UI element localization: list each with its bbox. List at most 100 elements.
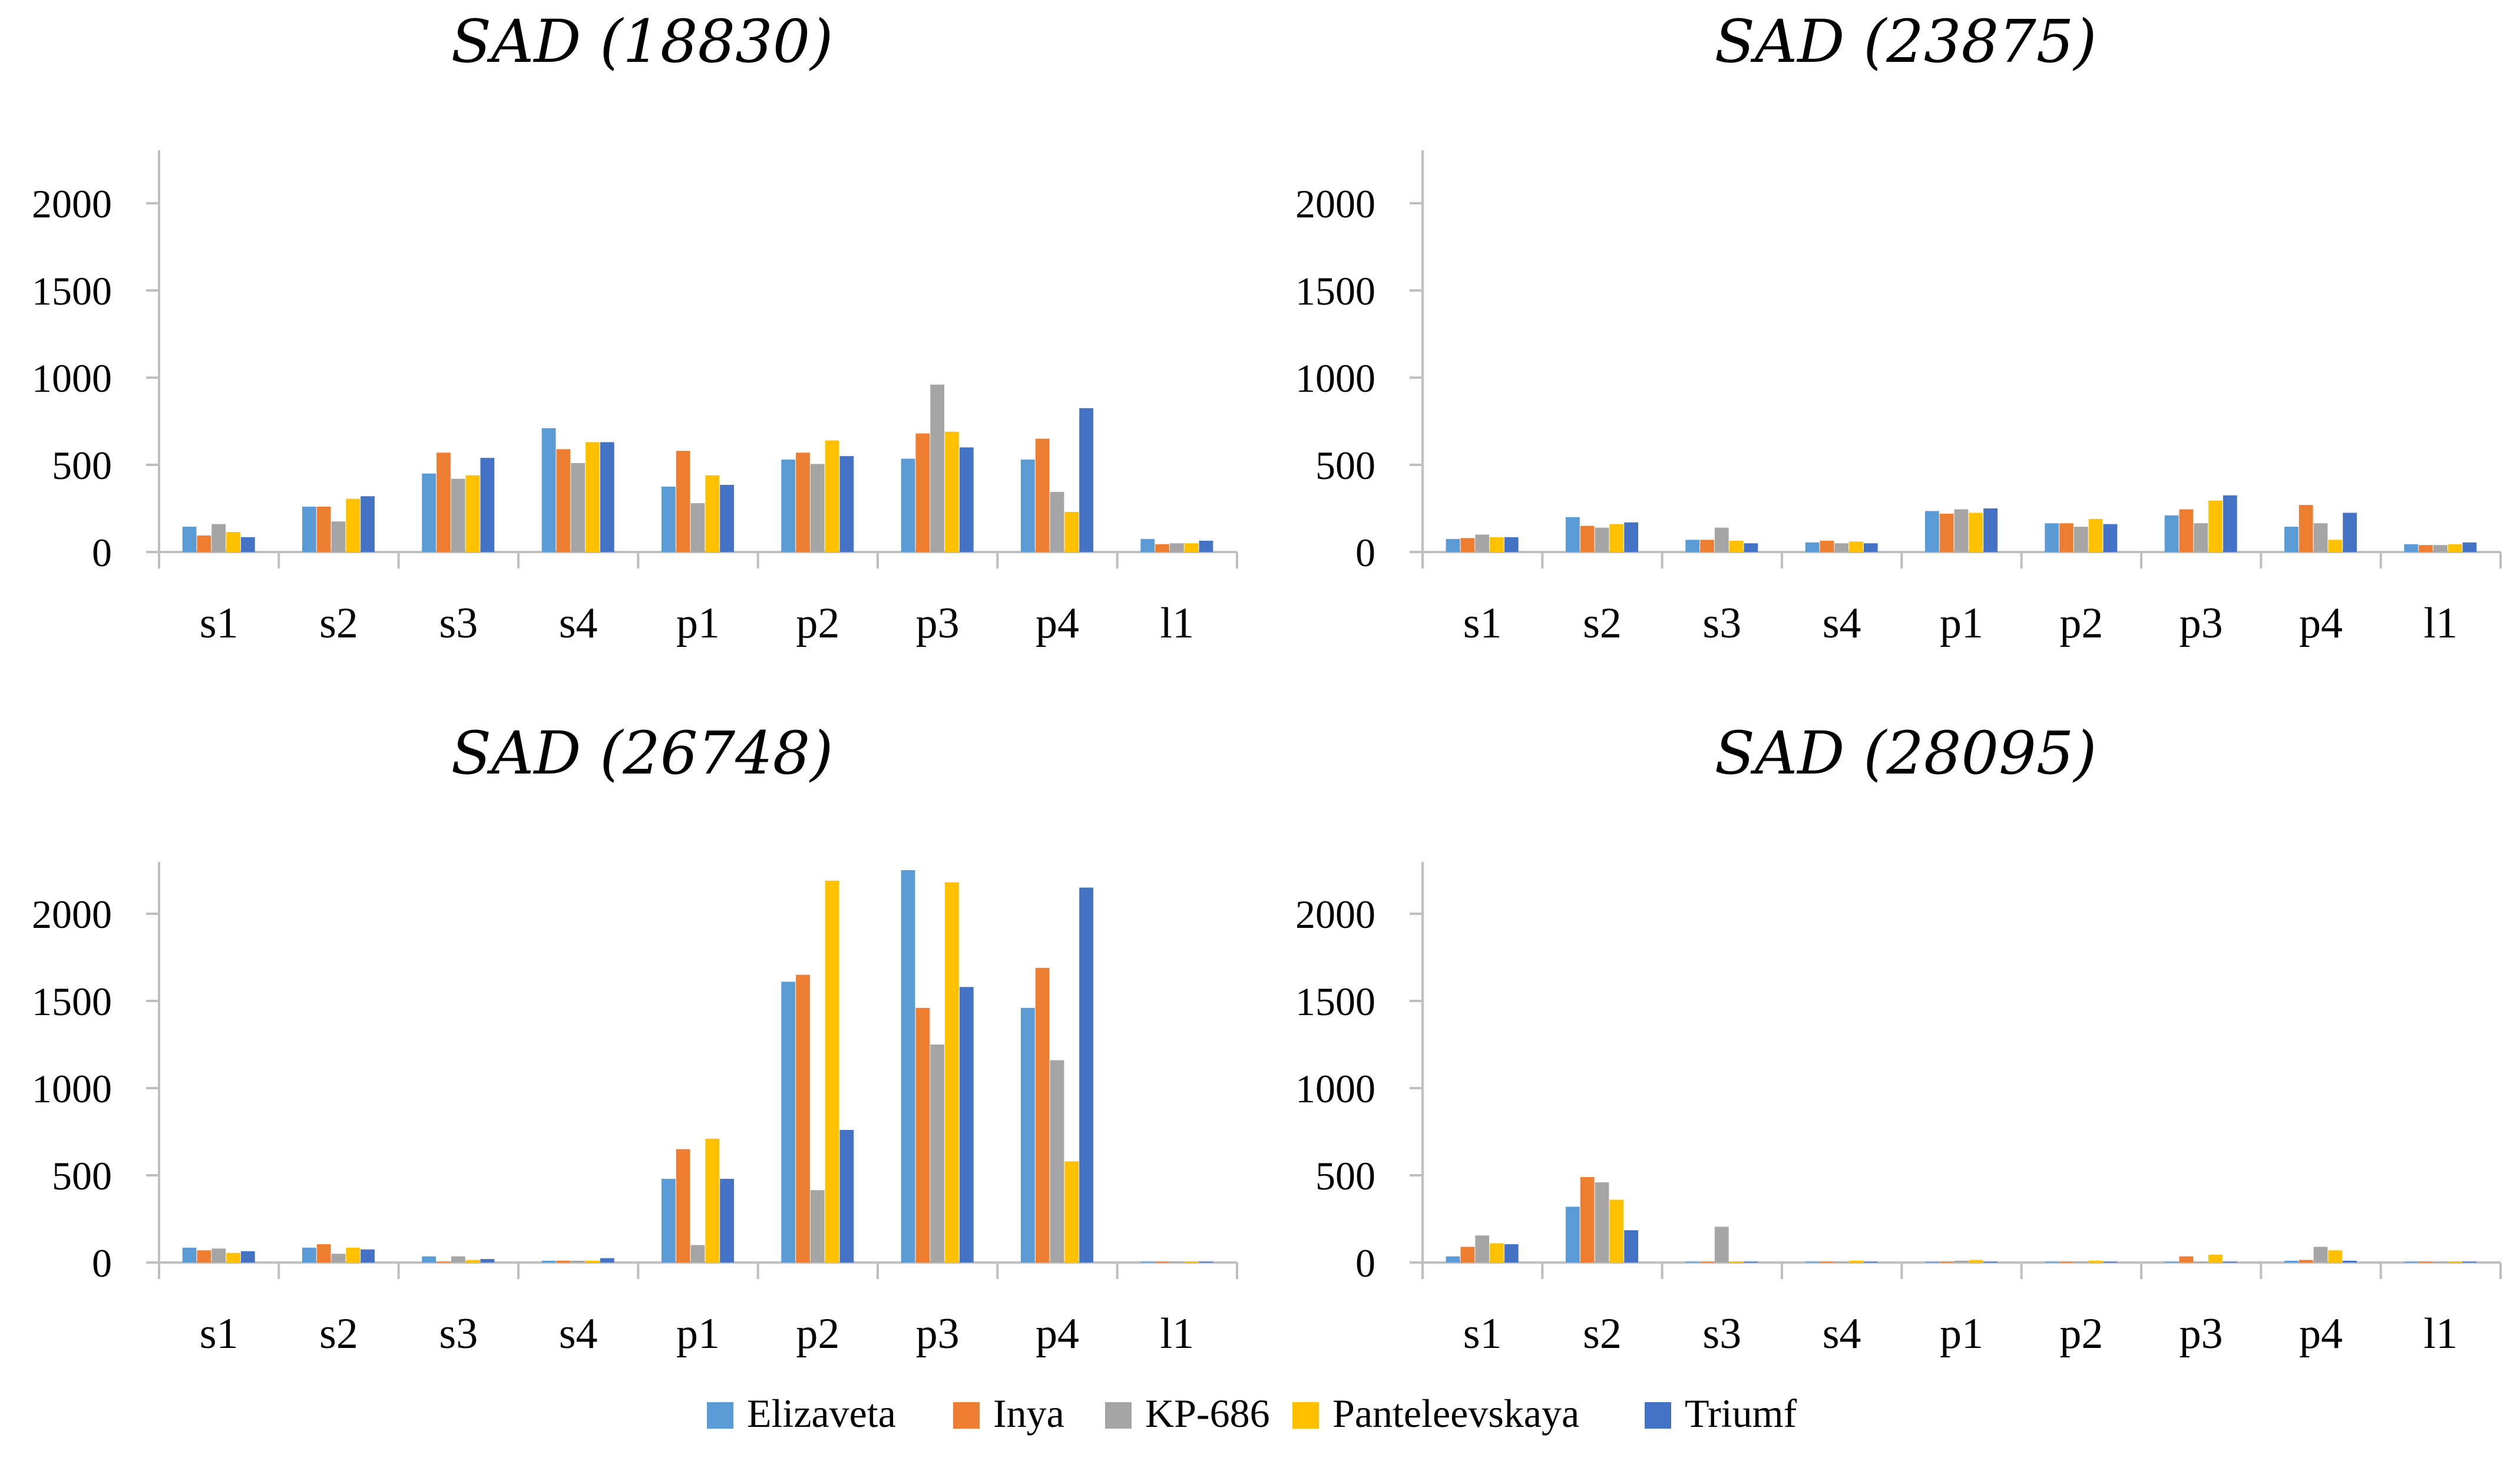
bar: [451, 478, 465, 552]
chart-title: SAD (26748): [451, 719, 834, 788]
bar: [451, 1256, 465, 1263]
bar: [2103, 524, 2118, 552]
y-tick-label: 500: [52, 443, 112, 488]
bar: [480, 1259, 495, 1263]
bar: [1580, 1177, 1595, 1263]
bar: [1939, 1261, 1954, 1263]
bar: [2462, 1261, 2477, 1263]
bar: [1566, 1207, 1580, 1263]
y-tick-label: 1000: [1295, 356, 1375, 401]
bar: [1714, 527, 1729, 552]
x-tick-label: p3: [2180, 599, 2223, 647]
bar: [316, 1244, 331, 1263]
bar: [2223, 495, 2237, 552]
x-tick-label: p4: [2299, 599, 2343, 647]
bar: [1609, 1199, 1624, 1263]
bar: [1079, 408, 1093, 552]
bar: [1184, 1261, 1199, 1263]
x-tick-label: l1: [2424, 599, 2458, 647]
bar: [556, 449, 571, 552]
bar: [662, 487, 676, 552]
bar: [1460, 1247, 1475, 1263]
bar: [2328, 540, 2343, 552]
bar: [182, 1247, 197, 1263]
bar: [2194, 1261, 2208, 1263]
x-tick-label: p4: [1036, 1310, 1079, 1358]
bar: [930, 1045, 945, 1263]
bar: [436, 1261, 451, 1263]
bar: [2103, 1261, 2118, 1263]
bar: [1566, 517, 1580, 552]
bar: [1169, 1261, 1184, 1263]
bar: [662, 1178, 676, 1263]
bar: [2419, 1261, 2433, 1263]
bar: [2059, 1261, 2073, 1263]
bar: [1064, 1161, 1079, 1263]
bar: [1490, 1243, 1504, 1263]
bar: [901, 458, 915, 552]
bar: [302, 507, 316, 552]
bar: [2448, 544, 2462, 552]
y-tick-label: 1000: [32, 356, 112, 401]
bar: [1700, 1261, 1714, 1263]
bar: [1969, 1260, 1983, 1263]
bar: [2179, 1256, 2194, 1263]
bar: [930, 384, 945, 552]
bar: [2088, 1261, 2103, 1263]
legend-label: KP-686: [1145, 1391, 1270, 1436]
bar: [541, 428, 556, 552]
bar: [1140, 1261, 1155, 1263]
x-tick-label: l1: [1160, 599, 1195, 647]
bar: [2073, 1261, 2088, 1263]
bar: [1504, 1244, 1519, 1263]
bar: [1475, 534, 1490, 552]
bar: [2433, 545, 2448, 552]
bar: [1169, 543, 1184, 552]
legend-label: Triumf: [1685, 1391, 1797, 1436]
bar: [197, 535, 211, 552]
bar: [2284, 1261, 2299, 1263]
bar: [2073, 527, 2088, 552]
bar: [2343, 513, 2357, 552]
bar: [676, 1149, 690, 1263]
bar: [2313, 1247, 2328, 1263]
legend-swatch: [1645, 1402, 1671, 1429]
bar: [720, 485, 734, 552]
x-tick-label: p2: [2059, 599, 2103, 647]
bar: [2194, 523, 2208, 552]
bar: [1805, 1261, 1820, 1263]
x-tick-label: p1: [1940, 599, 1983, 647]
bar: [1744, 1261, 1758, 1263]
bar: [2208, 500, 2223, 552]
legend-label: Elizaveta: [747, 1391, 896, 1436]
bar: [1155, 544, 1169, 552]
bar: [1624, 1230, 1638, 1263]
bar: [1490, 537, 1504, 552]
bar: [796, 452, 810, 552]
x-tick-label: s2: [319, 1310, 358, 1358]
bar: [1021, 460, 1035, 552]
bar: [226, 532, 240, 552]
legend-label: Panteleevskaya: [1332, 1391, 1579, 1436]
bar: [2448, 1261, 2462, 1263]
bar: [1079, 887, 1093, 1263]
bar: [541, 1261, 556, 1263]
y-tick-label: 1000: [32, 1066, 112, 1111]
bar: [945, 431, 959, 552]
bar: [346, 1247, 361, 1263]
bar: [676, 451, 690, 552]
bar: [2299, 505, 2313, 552]
chart-panel-2: SAD (23875) 0 500 1000 1500 2000 s1 s2 s3 s4 p1 p2 p…: [1295, 7, 2502, 647]
bar: [1685, 540, 1700, 552]
bar: [480, 458, 495, 552]
bar: [197, 1250, 211, 1263]
legend-label: Inya: [993, 1391, 1064, 1436]
x-tick-label: p4: [2299, 1310, 2343, 1358]
bar: [825, 440, 839, 552]
y-tick-label: 500: [1315, 443, 1375, 488]
x-tick-label: s3: [1702, 1310, 1741, 1358]
chart-title: SAD (28095): [1715, 719, 2097, 788]
y-tick-label: 2000: [32, 181, 112, 226]
x-tick-label: p3: [916, 599, 960, 647]
bar: [2223, 1261, 2237, 1263]
